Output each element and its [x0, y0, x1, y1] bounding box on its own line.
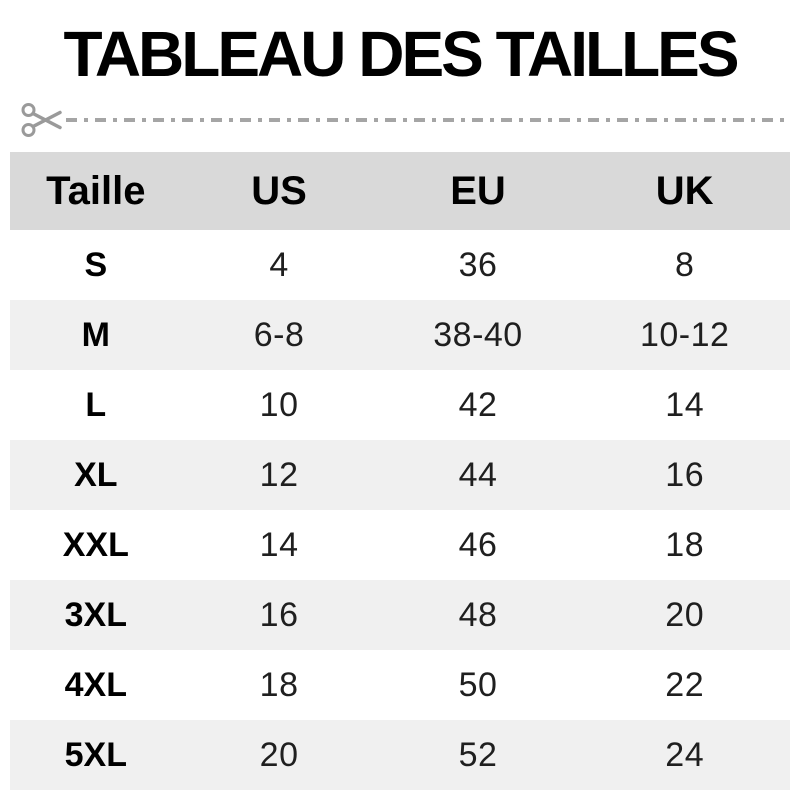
uk-cell: 10-12	[639, 315, 730, 354]
us-cell: 18	[259, 665, 299, 704]
header-cell-taille: Taille	[10, 152, 182, 230]
dashed-cut-line	[66, 118, 788, 122]
eu-cell: 36	[458, 245, 498, 284]
eu-cell: 46	[458, 525, 498, 564]
size-cell: 5XL	[64, 735, 127, 774]
uk-cell: 22	[665, 665, 705, 704]
us-cell: 10	[259, 385, 299, 424]
size-cell: M	[81, 315, 110, 354]
table-row: L 10 42 14	[10, 370, 790, 440]
cut-line	[20, 100, 788, 140]
size-cell: 4XL	[64, 665, 127, 704]
page-title: TABLEAU DES TAILLES	[63, 18, 739, 90]
header-row: Taille US EU UK	[10, 152, 790, 230]
us-cell: 6-8	[253, 315, 305, 354]
uk-cell: 16	[665, 455, 705, 494]
table-row: 3XL 16 48 20	[10, 580, 790, 650]
eu-cell: 52	[458, 735, 498, 774]
table-row: XXL 14 46 18	[10, 510, 790, 580]
table-row: 4XL 18 50 22	[10, 650, 790, 720]
eu-cell: 48	[458, 595, 498, 634]
us-cell: 16	[259, 595, 299, 634]
uk-cell: 14	[665, 385, 705, 424]
uk-cell: 18	[665, 525, 705, 564]
uk-cell: 8	[674, 245, 695, 284]
size-table: Taille US EU UK S 4 36 8 M 6-8 38-40 10-…	[10, 152, 790, 790]
eu-cell: 50	[458, 665, 498, 704]
table-row: 5XL 20 52 24	[10, 720, 790, 790]
uk-cell: 24	[665, 735, 705, 774]
us-cell: 12	[259, 455, 299, 494]
eu-cell: 42	[458, 385, 498, 424]
table-row: S 4 36 8	[10, 230, 790, 300]
eu-cell: 44	[458, 455, 498, 494]
header-cell-uk: UK	[579, 152, 790, 230]
size-cell: 3XL	[64, 595, 127, 634]
size-cell: XL	[74, 455, 118, 494]
scissors-icon	[20, 100, 64, 140]
header-cell-eu: EU	[376, 152, 580, 230]
header-cell-us: US	[181, 152, 377, 230]
size-cell: S	[84, 245, 108, 284]
us-cell: 4	[269, 245, 289, 284]
size-cell: L	[85, 385, 107, 424]
table-row: M 6-8 38-40 10-12	[10, 300, 790, 370]
table-row: XL 12 44 16	[10, 440, 790, 510]
eu-cell: 38-40	[433, 315, 523, 354]
us-cell: 20	[259, 735, 299, 774]
uk-cell: 20	[665, 595, 705, 634]
size-cell: XXL	[62, 525, 129, 564]
us-cell: 14	[259, 525, 299, 564]
